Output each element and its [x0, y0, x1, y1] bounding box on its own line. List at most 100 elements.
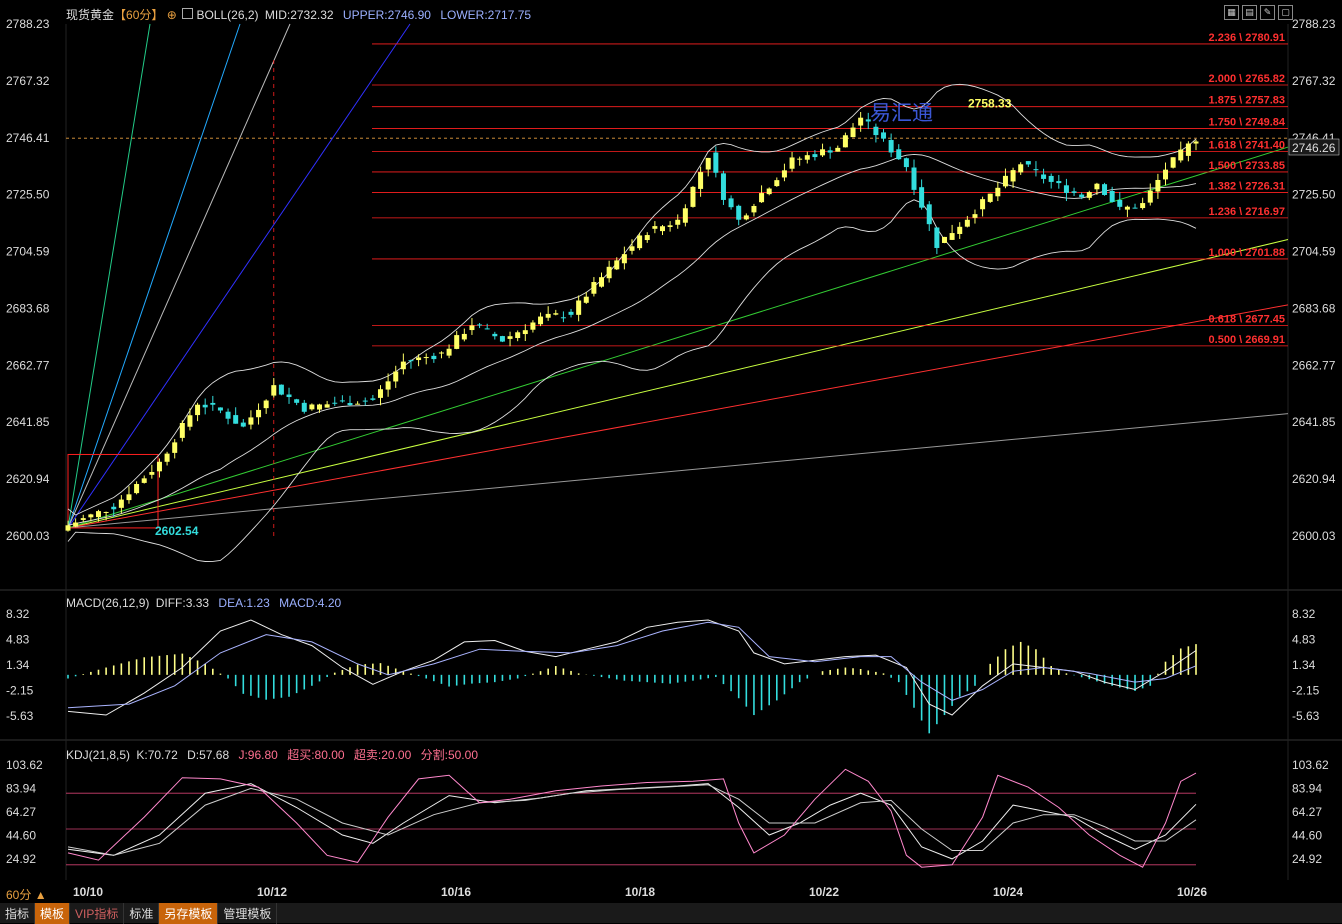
candle-body [179, 423, 185, 438]
candle-body [980, 199, 986, 210]
candle-body [614, 260, 620, 270]
y-tick-label: 2704.59 [6, 245, 50, 259]
candle-body [339, 400, 345, 402]
candle-body [1185, 143, 1191, 156]
candle-body [865, 119, 871, 122]
candle-body [1170, 157, 1176, 168]
fan-line [67, 146, 1289, 529]
fan-line [67, 23, 411, 529]
y-tick-label: 2641.85 [1292, 415, 1336, 429]
candle-body [987, 193, 993, 202]
candle-body [1002, 175, 1008, 187]
boll-upper: UPPER:2746.90 [342, 8, 431, 22]
candle-body [789, 157, 795, 169]
y-tick-label: 2767.32 [6, 74, 50, 88]
candle-body [278, 384, 284, 395]
pen-icon[interactable]: ✎ [1260, 5, 1275, 20]
candle-body [583, 296, 589, 303]
symbol-name: 现货黄金 [66, 8, 115, 22]
candle-body [797, 158, 803, 160]
candle-body [1155, 179, 1161, 192]
maximize-icon[interactable]: ▢ [1278, 5, 1293, 20]
candle-body [827, 150, 833, 153]
candle-body [629, 246, 635, 251]
indicator-icon[interactable] [182, 8, 194, 19]
y-tick-label: 2662.77 [1292, 358, 1336, 372]
candle-body [705, 157, 711, 170]
kdj-header: KDJ(21,8,5) K:70.72 D:57.68 J:96.80 超买:8… [66, 746, 478, 763]
kdj-j: J:96.80 [238, 748, 278, 762]
candle-body [599, 277, 605, 287]
kdj-tick-label: 64.27 [6, 805, 36, 819]
x-tick-label: 10/22 [809, 885, 839, 899]
tab-standard[interactable]: 标准 [124, 902, 160, 924]
macd-tick-label: 1.34 [6, 658, 30, 672]
candle-body [812, 154, 818, 158]
candle-body [1079, 194, 1085, 198]
grid-icon[interactable]: ▦ [1224, 5, 1239, 20]
candle-body [461, 333, 467, 340]
y-tick-label: 2767.32 [1292, 74, 1336, 88]
macd-tick-label: -5.63 [6, 709, 34, 723]
candle-body [903, 158, 909, 168]
period-tag[interactable]: 【60分】 [114, 8, 164, 22]
candle-body [492, 333, 498, 337]
macd-diff: DIFF:3.33 [155, 596, 210, 610]
y-tick-label: 2788.23 [1292, 17, 1336, 31]
y-tick-label: 2725.50 [1292, 188, 1336, 202]
macd-tick-label: -2.15 [1292, 684, 1320, 698]
date-axis: 10/10 10/12 10/16 10/18 10/22 10/24 10/26 [73, 885, 1207, 899]
candle-body [881, 132, 887, 139]
y-tick-label: 2788.23 [6, 17, 50, 31]
kdj-tick-label: 83.94 [1292, 781, 1322, 795]
candle-body [431, 355, 437, 360]
panel-frames [0, 24, 1342, 880]
period-selector[interactable]: 60分 ▲ [6, 888, 47, 902]
period-label: 60分 [6, 888, 32, 902]
tab-manage-template[interactable]: 管理模板 [218, 902, 278, 924]
tab-vip-indicators[interactable]: VIP指标 [70, 902, 125, 924]
panel-icon[interactable]: ▤ [1242, 5, 1257, 20]
tab-save-template[interactable]: 另存模板 [159, 902, 219, 924]
candle-body [95, 511, 101, 518]
candle-body [263, 400, 269, 409]
fib-label: 2.236 \ 2780.91 [1209, 32, 1285, 44]
boll-name: BOLL(26,2) [196, 8, 259, 22]
candle-body [294, 399, 300, 403]
macd-tick-label: 1.34 [1292, 658, 1316, 672]
kdj-oversold: 超卖:20.00 [353, 748, 412, 762]
candle-body [1109, 190, 1115, 202]
candle-body [637, 235, 643, 249]
candle-body [416, 357, 422, 361]
candle-body [141, 478, 147, 483]
candle-body [103, 511, 109, 513]
candle-body [850, 127, 856, 138]
candle-body [454, 335, 460, 349]
candle-body [652, 226, 658, 229]
candle-body [888, 140, 894, 153]
candle-body [858, 117, 864, 126]
candle-body [591, 282, 597, 294]
candle-body [1033, 169, 1039, 171]
candle-body [377, 389, 383, 398]
boll-mid-line [67, 153, 1197, 526]
price-annotations: 2758.33 2602.54 [155, 96, 1012, 538]
y-tick-label: 2600.03 [6, 529, 50, 543]
macd-tick-label: 4.83 [1292, 633, 1316, 647]
range-box [67, 453, 159, 529]
macd-value: MACD:4.20 [279, 596, 342, 610]
macd-tick-label: 8.32 [6, 607, 30, 621]
candle-body [1178, 149, 1184, 161]
candle-body [774, 180, 780, 187]
tab-template[interactable]: 模板 [35, 902, 71, 924]
fib-label: 1.236 \ 2716.97 [1209, 206, 1285, 218]
tab-indicators[interactable]: 指标 [0, 902, 36, 924]
fan-line [67, 239, 1289, 529]
candle-body [1063, 185, 1069, 193]
candle-body [1094, 183, 1100, 190]
kdj-tick-label: 103.62 [6, 758, 43, 772]
settings-icon[interactable]: ⊕ [166, 8, 177, 22]
kdj-name: KDJ(21,8,5) [66, 748, 131, 762]
candle-body [240, 422, 246, 427]
